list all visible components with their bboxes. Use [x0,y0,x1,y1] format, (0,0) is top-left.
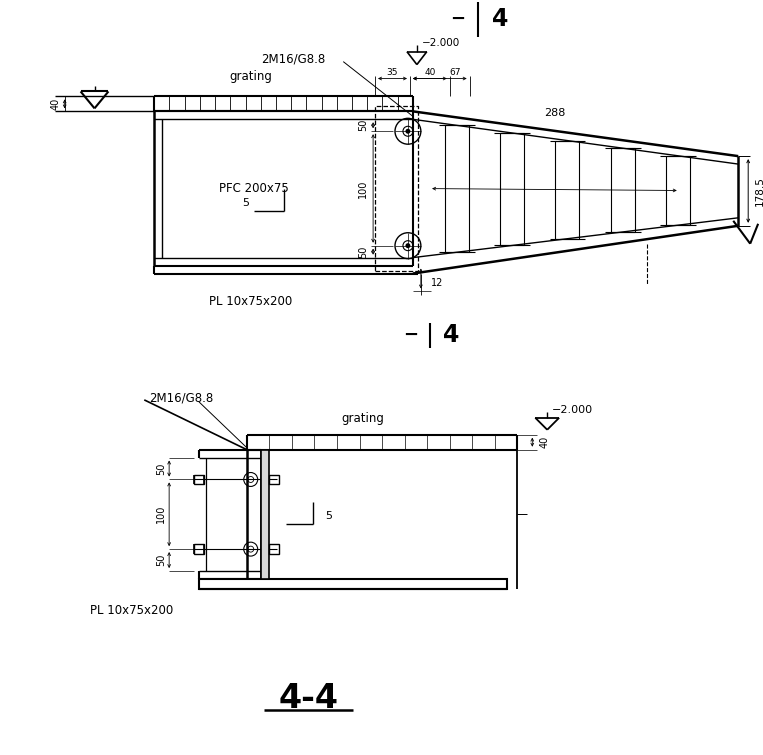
Bar [445,125,468,252]
Text: −2.000: −2.000 [552,405,594,414]
Text: 12: 12 [431,279,443,288]
Text: 5: 5 [325,511,333,521]
Text: 100: 100 [156,505,166,523]
Bar [269,544,278,554]
Bar [555,140,579,239]
Bar [199,579,507,589]
Text: 2M16/G8.8: 2M16/G8.8 [150,391,214,405]
Bar [611,148,635,232]
Text: 4: 4 [492,7,509,31]
Bar [194,544,204,554]
Text: 67: 67 [449,68,460,77]
Bar [666,156,690,225]
Text: grating: grating [342,412,385,425]
Text: 40: 40 [424,68,436,77]
Text: grating: grating [230,70,272,83]
Text: PL 10x75x200: PL 10x75x200 [209,295,292,308]
Bar [375,106,418,270]
Bar [269,474,278,485]
Text: 2M16/G8.8: 2M16/G8.8 [262,52,326,65]
Text: 178.5: 178.5 [755,176,763,206]
Text: PL 10x75x200: PL 10x75x200 [89,604,172,618]
Text: 50: 50 [358,245,369,257]
Text: −2.000: −2.000 [422,38,460,48]
Circle shape [405,243,410,248]
Text: 40: 40 [539,436,549,448]
Circle shape [405,129,410,134]
Text: 4-4: 4-4 [278,682,339,715]
Text: 40: 40 [50,97,61,110]
Text: −: − [450,10,465,28]
Text: 4: 4 [443,323,459,347]
Text: 100: 100 [358,179,369,198]
Bar [194,474,204,485]
Text: 288: 288 [544,108,565,118]
Text: PFC 200x75: PFC 200x75 [219,182,288,195]
Bar [261,450,269,579]
Bar [501,133,524,245]
Text: 50: 50 [358,119,369,131]
Text: 50: 50 [156,462,166,475]
Text: 5: 5 [242,198,250,208]
Text: 50: 50 [156,554,166,566]
Text: −: − [403,326,418,344]
Text: 35: 35 [387,68,398,77]
